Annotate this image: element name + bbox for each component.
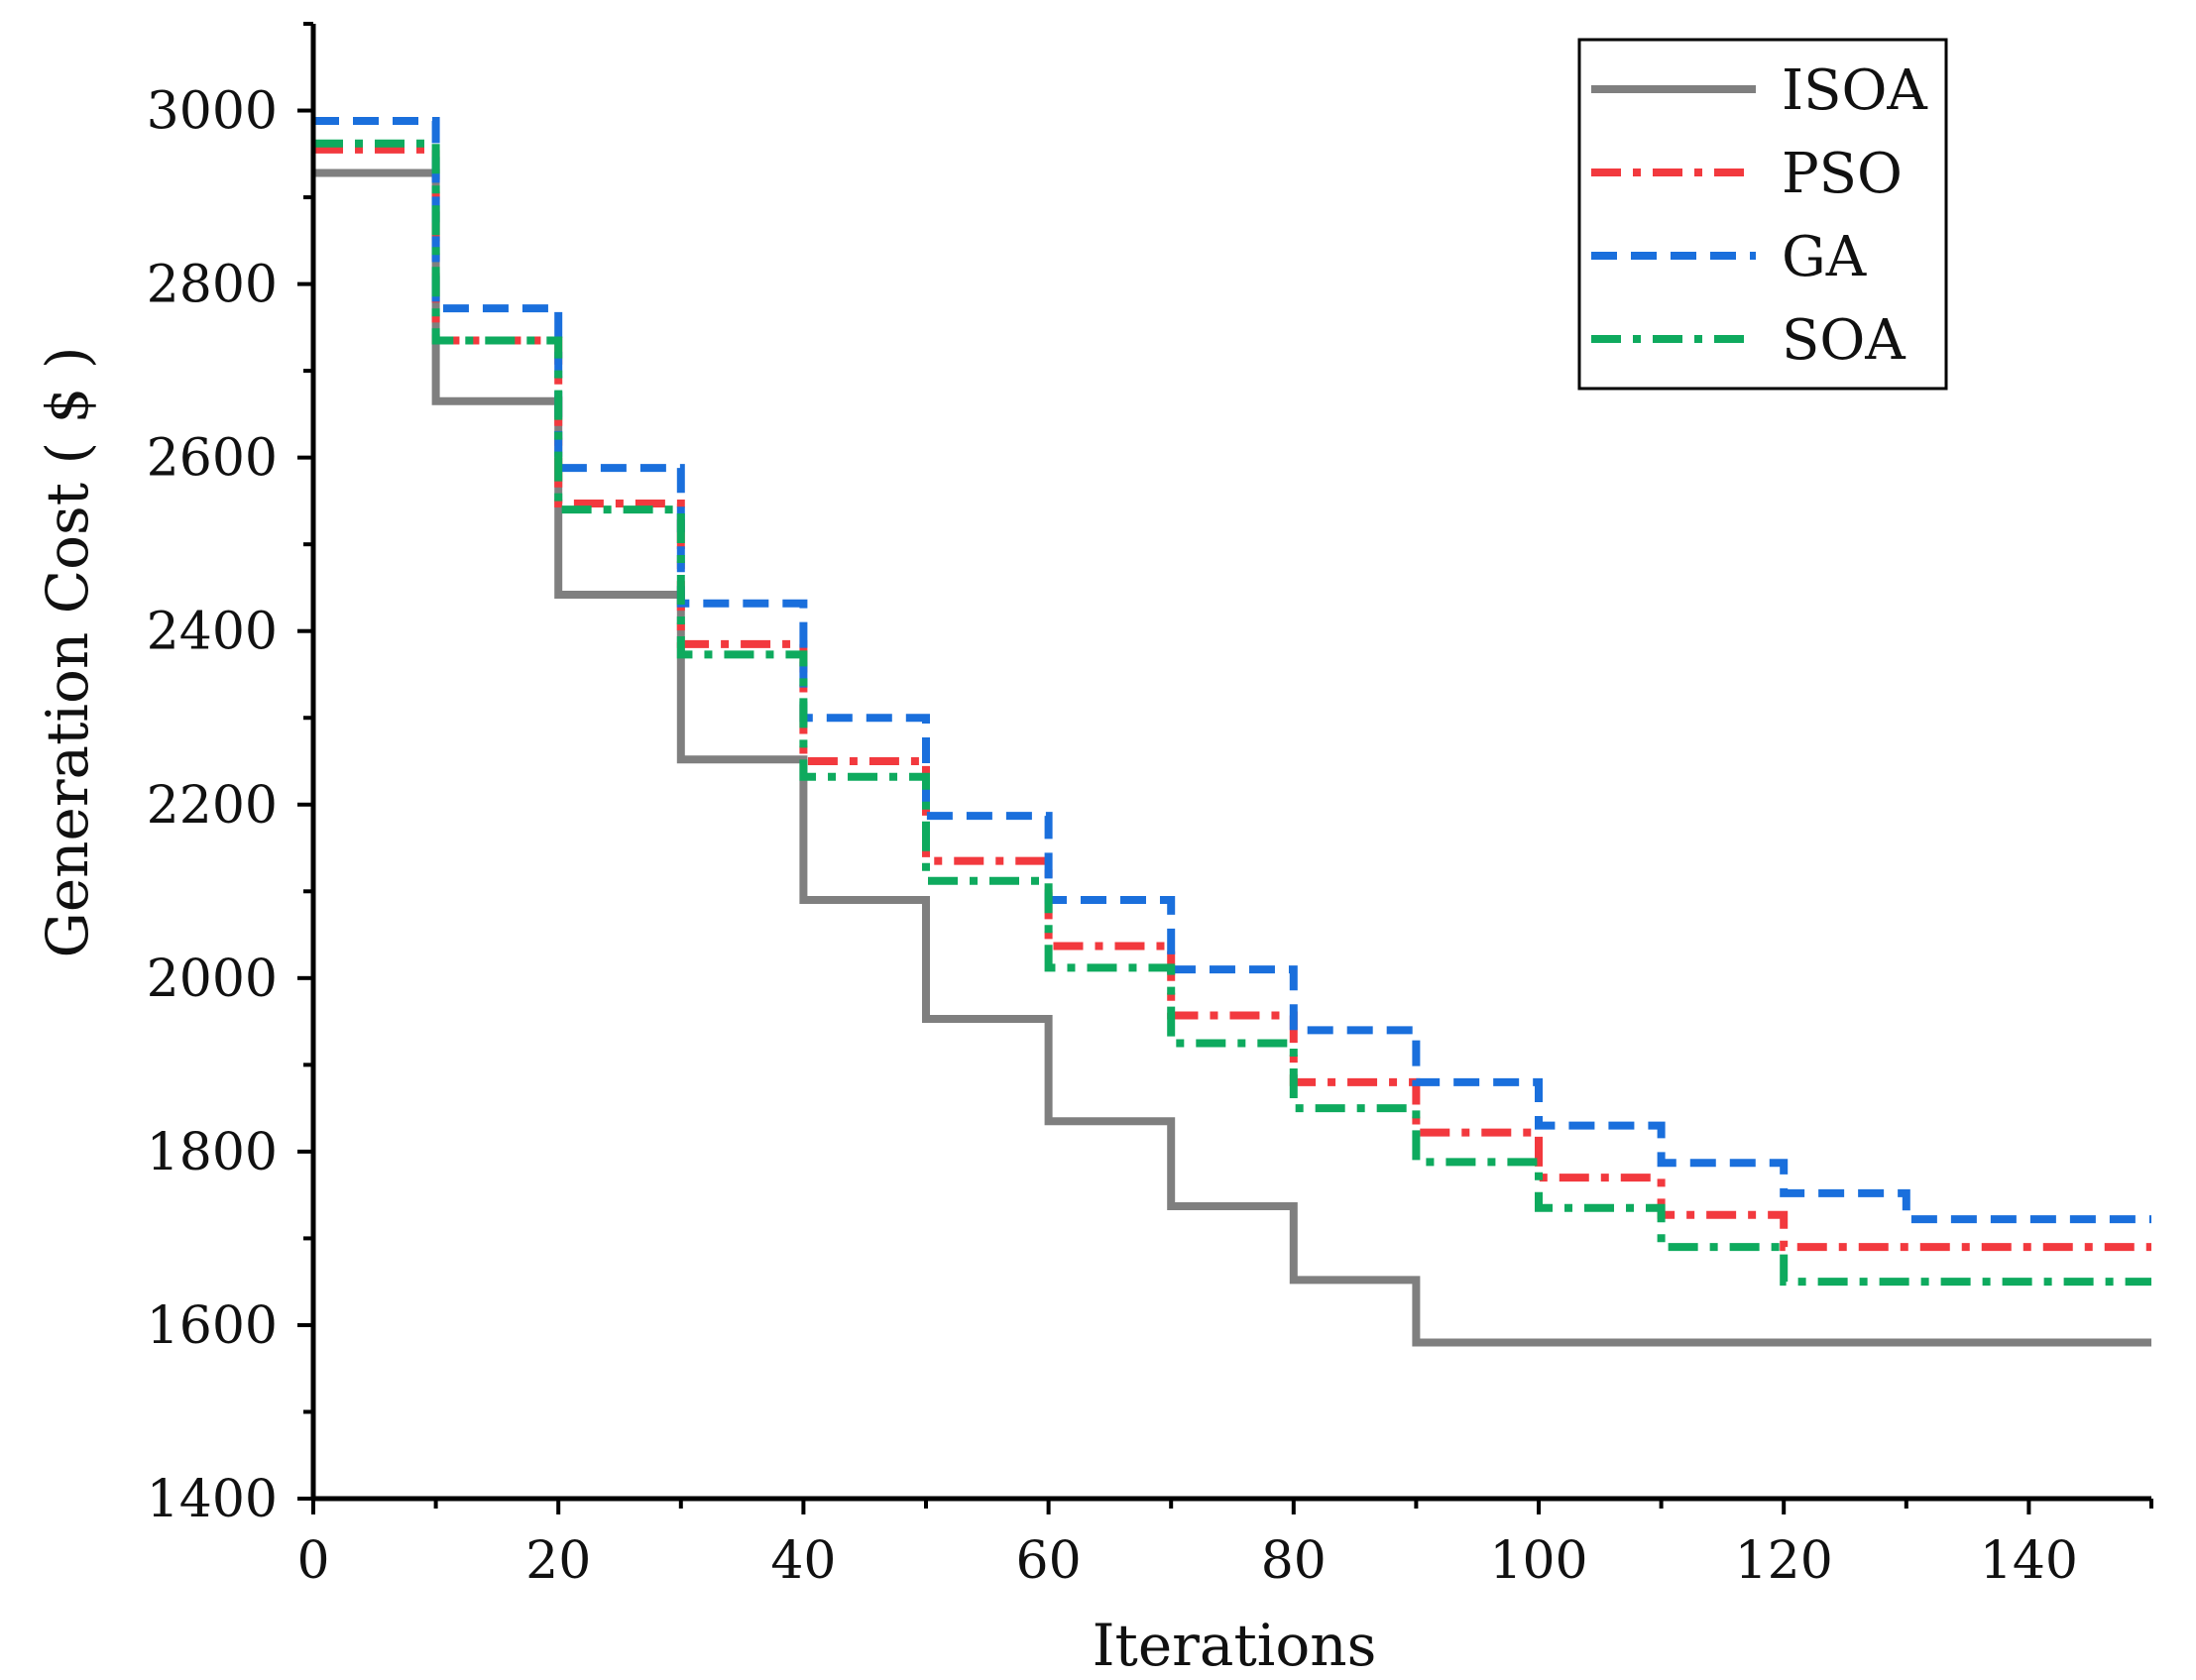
legend-label-pso: PSO — [1782, 142, 1903, 206]
x-tick-label: 80 — [1261, 1531, 1327, 1591]
y-tick-label: 1800 — [147, 1123, 278, 1182]
y-tick-label: 2000 — [147, 950, 278, 1009]
legend-label-isoa: ISOA — [1782, 58, 1927, 123]
y-axis-title: Generation Cost ( $ ) — [34, 346, 101, 957]
legend-label-ga: GA — [1782, 225, 1867, 289]
legend: ISOA PSO GA SOA — [1577, 38, 1948, 391]
series-line-soa — [313, 139, 2151, 1287]
y-tick-label: 2200 — [147, 776, 278, 836]
legend-label-soa: SOA — [1782, 308, 1906, 373]
x-axis-title: Iterations — [1093, 1612, 1377, 1679]
x-tick-label: 100 — [1489, 1531, 1587, 1591]
x-tick-label: 120 — [1735, 1531, 1833, 1591]
axes-layer: 1400 1600 1800 2000 2200 2400 2600 2800 3000 0 20 4… — [34, 22, 2153, 1679]
legend-box — [1577, 38, 1948, 391]
x-tick-label: 60 — [1016, 1531, 1082, 1591]
y-tick-label: 2800 — [147, 256, 278, 315]
series-line-isoa — [313, 168, 2151, 1347]
y-tick-label: 2400 — [147, 603, 278, 662]
x-tick-label: 20 — [525, 1531, 591, 1591]
x-tick-label: 0 — [296, 1531, 329, 1591]
series-line-pso — [313, 145, 2151, 1252]
y-tick-label: 1600 — [147, 1296, 278, 1356]
series-layer — [313, 117, 2151, 1347]
x-tick-label: 140 — [1980, 1531, 2078, 1591]
y-tick-label: 2600 — [147, 429, 278, 489]
y-tick-label: 3000 — [147, 82, 278, 142]
series-line-ga — [313, 117, 2151, 1224]
x-tick-label: 40 — [770, 1531, 836, 1591]
y-tick-label: 1400 — [147, 1470, 278, 1529]
